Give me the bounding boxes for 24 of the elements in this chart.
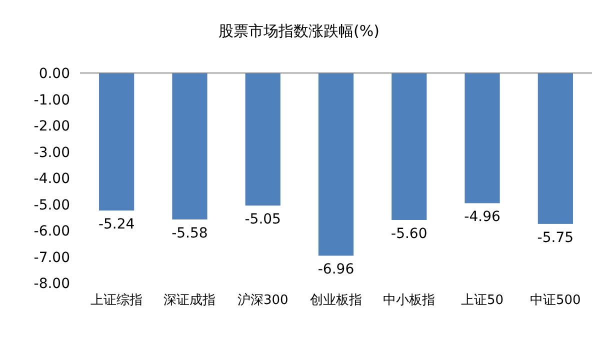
x-tick-label: 上证50	[461, 293, 504, 308]
data-label: -5.75	[537, 230, 574, 246]
x-tick-label: 中证500	[530, 293, 581, 308]
y-tick-label: -2.00	[34, 118, 70, 134]
y-tick-label: -3.00	[34, 144, 70, 161]
y-tick-label: -4.00	[34, 171, 70, 187]
y-tick-label: -7.00	[34, 250, 70, 266]
chart-title: 股票市场指数涨跌幅(%)	[218, 22, 380, 40]
y-tick-label: 0.00	[38, 66, 70, 82]
data-label: -4.96	[464, 209, 500, 226]
y-tick-label: -8.00	[34, 276, 70, 292]
data-label: -6.96	[318, 262, 354, 278]
data-label: -5.58	[172, 225, 208, 242]
x-tick-label: 深证成指	[164, 293, 216, 308]
y-tick-label: -1.00	[34, 92, 70, 108]
data-label: -5.24	[98, 216, 135, 233]
x-tick-label: 沪深300	[237, 292, 288, 308]
x-tick-label: 上证综指	[90, 293, 143, 308]
y-tick-label: -5.00	[34, 197, 70, 214]
data-label: -5.05	[244, 212, 281, 228]
x-tick-label: 创业板指	[310, 293, 362, 308]
y-tick-label: -6.00	[34, 224, 70, 240]
x-tick-label: 中小板指	[383, 293, 436, 308]
data-label: -5.60	[391, 226, 428, 242]
